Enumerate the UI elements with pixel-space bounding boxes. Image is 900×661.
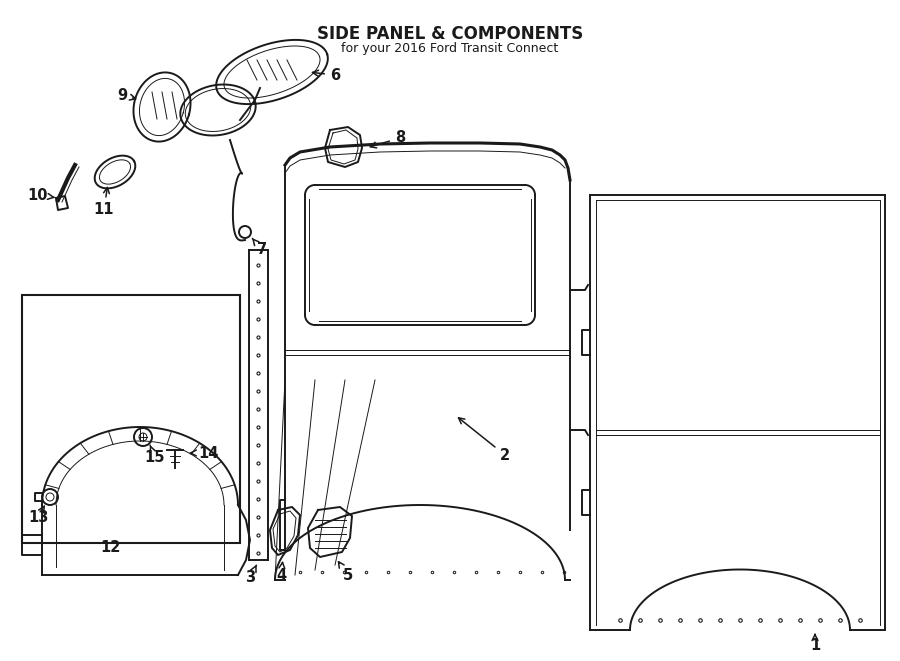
Text: 10: 10 [28, 188, 54, 202]
Text: 2: 2 [458, 418, 510, 463]
Text: 9: 9 [117, 87, 136, 102]
Text: 4: 4 [276, 563, 286, 584]
Text: 1: 1 [810, 635, 820, 652]
Text: 5: 5 [338, 562, 353, 584]
Text: 15: 15 [145, 445, 166, 465]
Text: 13: 13 [28, 506, 49, 524]
Text: 12: 12 [100, 539, 121, 555]
Text: SIDE PANEL & COMPONENTS: SIDE PANEL & COMPONENTS [317, 25, 583, 43]
Text: 8: 8 [370, 130, 405, 148]
Text: 3: 3 [245, 565, 256, 586]
Text: 14: 14 [191, 446, 218, 461]
Text: 6: 6 [312, 67, 340, 83]
Text: 7: 7 [252, 239, 267, 258]
Text: 11: 11 [94, 188, 114, 217]
Text: for your 2016 Ford Transit Connect: for your 2016 Ford Transit Connect [341, 42, 559, 55]
Bar [22, 295, 240, 543]
